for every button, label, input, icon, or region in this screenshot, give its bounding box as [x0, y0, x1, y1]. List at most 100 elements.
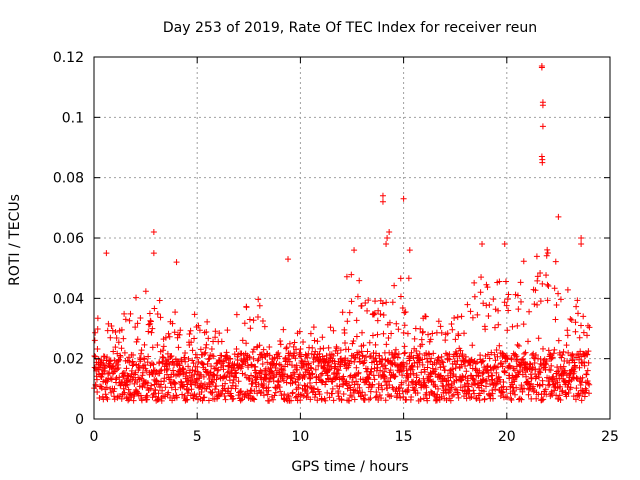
data-point [506, 364, 513, 371]
data-point [551, 387, 558, 394]
data-point [168, 384, 175, 391]
data-point [419, 341, 426, 348]
data-point [419, 328, 426, 335]
data-point [493, 369, 500, 376]
data-point [223, 374, 230, 381]
data-point [531, 301, 538, 308]
data-point [250, 395, 257, 402]
data-point [266, 352, 273, 359]
data-point [484, 351, 491, 358]
data-point [405, 382, 412, 389]
data-point [428, 355, 435, 362]
data-point [246, 354, 253, 361]
data-point [416, 359, 423, 366]
data-point [232, 370, 239, 377]
data-point [510, 387, 517, 394]
data-point-peak [406, 247, 413, 254]
data-point [534, 273, 541, 280]
data-point [307, 374, 314, 381]
data-point [454, 391, 461, 398]
data-point [102, 391, 109, 398]
data-point [470, 387, 477, 394]
data-point [302, 351, 309, 358]
data-point [518, 396, 525, 403]
data-point [543, 391, 550, 398]
data-point [138, 347, 145, 354]
data-point [353, 317, 360, 324]
data-point [358, 348, 365, 355]
data-point [183, 370, 190, 377]
data-point [404, 330, 411, 337]
data-point [391, 350, 398, 357]
data-point [383, 341, 390, 348]
data-point [396, 390, 403, 397]
data-point [356, 384, 363, 391]
data-point [168, 352, 175, 359]
data-point [584, 351, 591, 358]
data-point [395, 351, 402, 358]
data-point [225, 359, 232, 366]
data-point [513, 384, 520, 391]
data-point [432, 366, 439, 373]
data-point [265, 378, 272, 385]
data-point [162, 334, 169, 341]
data-point [485, 312, 492, 319]
data-point [116, 374, 123, 381]
data-point [514, 292, 521, 299]
data-point [498, 389, 505, 396]
data-point [258, 388, 265, 395]
data-point [201, 394, 208, 401]
data-point [185, 356, 192, 363]
data-point [518, 356, 525, 363]
data-point [107, 375, 114, 382]
data-point [227, 390, 234, 397]
data-point [257, 390, 264, 397]
data-point [480, 388, 487, 395]
data-point [401, 343, 408, 350]
data-point [378, 395, 385, 402]
data-point [521, 385, 528, 392]
data-point [502, 278, 509, 285]
data-point [188, 386, 195, 393]
data-point [525, 338, 532, 345]
data-point [195, 322, 202, 329]
data-point [196, 327, 203, 334]
data-point [148, 382, 155, 389]
data-point [445, 355, 452, 362]
data-point [250, 317, 257, 324]
data-point [370, 372, 377, 379]
data-point [496, 342, 503, 349]
data-point [492, 386, 499, 393]
data-point [478, 274, 485, 281]
data-point [573, 375, 580, 382]
data-point [560, 363, 567, 370]
data-point [357, 358, 364, 365]
data-point [170, 367, 177, 374]
data-point [342, 340, 349, 347]
data-point [348, 271, 355, 278]
data-point [264, 359, 271, 366]
data-point [308, 350, 315, 357]
data-point [476, 390, 483, 397]
data-point [402, 308, 409, 315]
data-point [130, 397, 137, 404]
data-point [273, 360, 280, 367]
data-point [317, 356, 324, 363]
x-axis-label: GPS time / hours [291, 459, 408, 475]
data-point [379, 300, 386, 307]
data-point [248, 387, 255, 394]
data-point [138, 397, 145, 404]
data-point [144, 392, 151, 399]
data-point [450, 391, 457, 398]
data-point [251, 396, 258, 403]
data-point [260, 392, 267, 399]
data-point [425, 331, 432, 338]
data-point [364, 375, 371, 382]
data-point [256, 342, 263, 349]
data-point [249, 348, 256, 355]
data-point [298, 357, 305, 364]
data-point [518, 298, 525, 305]
data-point [380, 330, 387, 337]
